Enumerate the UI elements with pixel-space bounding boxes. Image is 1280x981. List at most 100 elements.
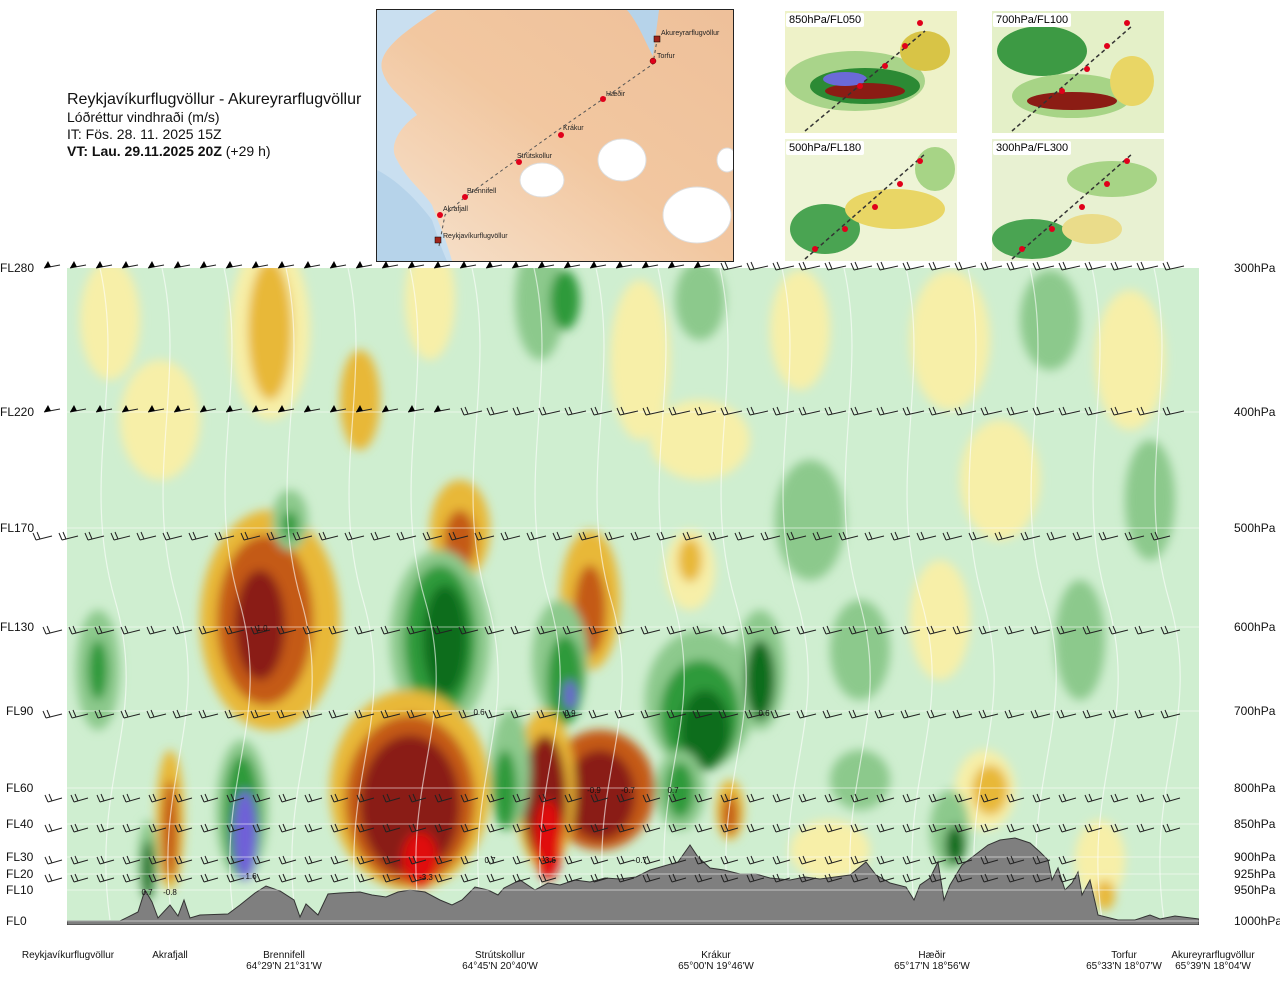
wind-barb — [32, 531, 53, 541]
thumbnail-500hpa[interactable]: 500hPa/FL180 — [785, 139, 957, 261]
wind-barb — [460, 793, 479, 803]
location-name: Krákur — [701, 950, 731, 961]
wind-barb — [510, 709, 531, 719]
wind-barb — [796, 625, 817, 635]
wind-barb — [512, 793, 531, 803]
wind-barb — [278, 793, 297, 803]
contour-region — [930, 790, 970, 870]
isoline — [967, 268, 995, 921]
wind-barb — [354, 625, 375, 635]
wind-barb — [693, 261, 711, 269]
wind-barbs — [32, 261, 1185, 883]
contour-region — [545, 730, 655, 850]
wind-barb — [370, 531, 391, 541]
map-label-reykjavik: Reykjavíkurflugvöllur — [443, 233, 508, 240]
wind-barb — [760, 531, 781, 541]
wind-barb — [1084, 261, 1107, 271]
wind-barb — [1136, 261, 1159, 271]
contour-region — [716, 780, 744, 840]
waypoint-marker — [600, 96, 606, 102]
wind-barb — [512, 406, 535, 416]
location-label: Krákur 65°00'N 19°46'W — [656, 950, 776, 972]
contour-value-label: -0.9 — [587, 786, 601, 795]
contour-region — [532, 600, 588, 720]
isoline — [905, 268, 933, 921]
wind-barb — [746, 823, 765, 833]
wind-barb — [615, 261, 633, 269]
wind-barb — [122, 793, 141, 803]
location-name: Torfur — [1111, 950, 1137, 961]
contour-region — [665, 530, 715, 610]
wind-barb — [916, 531, 937, 541]
wind-barb — [1056, 625, 1077, 635]
wind-barb — [148, 873, 167, 883]
waypoint-marker — [558, 132, 564, 138]
contour-region — [910, 270, 990, 410]
wind-barb — [668, 823, 687, 833]
wind-barb — [407, 405, 425, 413]
wind-barb — [485, 261, 503, 269]
wind-barb — [720, 406, 743, 416]
location-name: Akureyrarflugvöllur — [1171, 950, 1255, 961]
isoline — [1029, 268, 1057, 921]
flight-level-label: FL10 — [6, 883, 34, 897]
wind-barb — [824, 406, 847, 416]
flight-level-label: FL60 — [6, 781, 34, 795]
contour-region — [142, 840, 154, 900]
wind-barb — [432, 625, 453, 635]
pressure-level-label: 400hPa — [1234, 405, 1276, 419]
wind-barb — [692, 625, 713, 635]
wind-barb — [786, 531, 807, 541]
wind-barb — [850, 406, 873, 416]
thumbnail-700hpa[interactable]: 700hPa/FL100 — [992, 11, 1164, 133]
location-label: Hæðir 65°17'N 18°56'W — [872, 950, 992, 972]
contour-value-label: 0.7 — [141, 888, 153, 897]
contour-region — [1095, 880, 1115, 910]
contour-region — [945, 825, 965, 865]
wind-barb — [824, 873, 843, 883]
wind-barb — [720, 873, 739, 883]
wind-barb — [616, 406, 639, 416]
thumbnail-300hpa[interactable]: 300hPa/FL300 — [992, 139, 1164, 261]
thumbnail-850hpa[interactable]: 850hPa/FL050 — [785, 11, 957, 133]
wind-barb — [902, 823, 921, 833]
wind-barb — [434, 793, 453, 803]
isoline — [657, 268, 685, 921]
location-coordinate: 65°17'N 18°56'W — [894, 961, 970, 972]
wind-barb — [304, 855, 323, 865]
wind-barb — [563, 261, 581, 269]
pressure-level-label: 700hPa — [1234, 704, 1276, 718]
thumbnail-graphic — [992, 11, 1164, 133]
wind-barb — [564, 793, 583, 803]
contour-region — [564, 680, 576, 710]
wind-barb — [460, 855, 479, 865]
wind-barb — [121, 261, 139, 269]
wind-barb — [1006, 406, 1029, 416]
wind-barb — [798, 873, 817, 883]
wind-barb — [380, 625, 401, 635]
wind-barb — [1162, 406, 1185, 416]
wind-barb — [746, 855, 765, 865]
wind-barb — [356, 823, 375, 833]
wind-barb — [902, 793, 921, 803]
wind-barb — [978, 709, 999, 719]
contour-region — [722, 795, 738, 835]
valid-time: VT: Lau. 29.11.2025 20Z (+29 h) — [67, 143, 361, 160]
wind-barb — [460, 823, 479, 833]
wind-barb — [1084, 793, 1103, 803]
contour-region — [490, 710, 530, 830]
wind-barb — [304, 793, 323, 803]
wind-barb — [96, 823, 115, 833]
wind-barb — [162, 531, 183, 541]
wind-barb — [474, 531, 495, 541]
route-waypoints — [434, 35, 661, 244]
wind-barb — [978, 625, 999, 635]
wind-barb — [303, 405, 321, 413]
wind-barb — [278, 855, 297, 865]
pressure-level-label: 800hPa — [1234, 781, 1276, 795]
wind-barb — [770, 709, 791, 719]
route-map: Akureyrarflugvöllur Torfur Hæðir Krákur … — [376, 9, 734, 262]
location-name: Hæðir — [918, 950, 946, 961]
wind-barb — [252, 855, 271, 865]
map-label-strutskollur: Strútskollur — [517, 153, 553, 160]
